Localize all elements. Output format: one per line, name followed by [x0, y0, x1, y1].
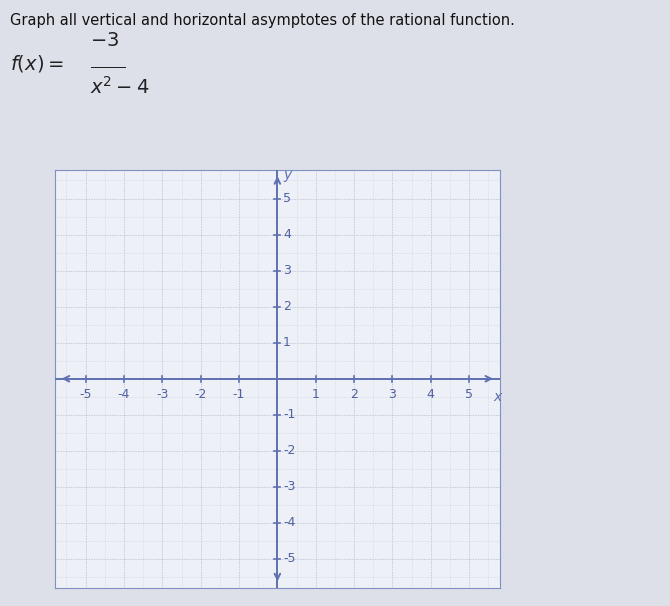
Text: 5: 5: [283, 192, 291, 205]
Text: Graph all vertical and horizontal asymptotes of the rational function.: Graph all vertical and horizontal asympt…: [10, 13, 515, 28]
Text: $-3$: $-3$: [90, 32, 120, 50]
Text: 5: 5: [465, 388, 473, 401]
Text: -1: -1: [233, 388, 245, 401]
Text: 4: 4: [427, 388, 435, 401]
Text: $\overline{\quad\;\;}$: $\overline{\quad\;\;}$: [90, 53, 126, 75]
Text: 2: 2: [283, 300, 291, 313]
Text: 3: 3: [283, 264, 291, 277]
Text: -4: -4: [118, 388, 130, 401]
Text: 3: 3: [389, 388, 397, 401]
Text: $x^2-4$: $x^2-4$: [90, 76, 150, 98]
Text: 1: 1: [283, 336, 291, 349]
Text: -2: -2: [283, 444, 295, 458]
Text: -3: -3: [156, 388, 169, 401]
Text: $f(x)=$: $f(x)=$: [10, 53, 64, 74]
Text: -4: -4: [283, 516, 295, 530]
Text: y: y: [283, 168, 291, 182]
Text: -5: -5: [283, 553, 295, 565]
Text: -3: -3: [283, 481, 295, 493]
Text: -1: -1: [283, 408, 295, 421]
Text: 1: 1: [312, 388, 320, 401]
Text: x: x: [494, 390, 502, 404]
Text: 2: 2: [350, 388, 358, 401]
Text: -2: -2: [194, 388, 207, 401]
Text: 4: 4: [283, 228, 291, 241]
Text: -5: -5: [79, 388, 92, 401]
